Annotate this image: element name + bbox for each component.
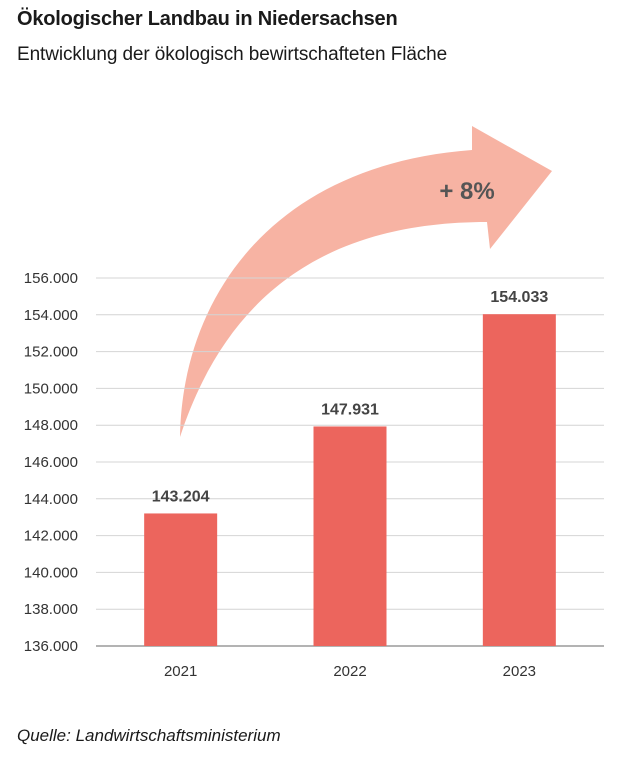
y-tick-label: 148.000 (24, 417, 78, 434)
y-tick-label: 146.000 (24, 454, 78, 471)
y-tick-label: 156.000 (24, 270, 78, 287)
y-tick-label: 150.000 (24, 380, 78, 397)
x-tick-label: 2022 (333, 663, 366, 680)
data-label-2023: 154.033 (490, 289, 548, 306)
growth-arrow-shape (180, 126, 552, 437)
x-tick-label: 2023 (503, 663, 536, 680)
bar-2023 (482, 314, 556, 646)
y-axis-ticks: 136.000 138.000 140.000 142.000 144.000 146.0… (24, 270, 78, 655)
chart-subtitle: Entwicklung der ökologisch bewirtschafte… (17, 44, 448, 65)
data-label-2022: 147.931 (321, 401, 379, 418)
source-note: Quelle: Landwirtschaftsministerium (17, 726, 281, 745)
x-tick-label: 2021 (164, 663, 197, 680)
y-tick-label: 144.000 (24, 491, 78, 508)
y-tick-label: 152.000 (24, 344, 78, 361)
bars (144, 314, 556, 646)
y-tick-label: 140.000 (24, 564, 78, 581)
x-axis-ticks: 2021 2022 2023 (164, 663, 536, 680)
y-tick-label: 154.000 (24, 307, 78, 324)
data-label-2021: 143.204 (152, 488, 210, 505)
growth-arrow: + 8% (180, 126, 552, 437)
y-tick-label: 136.000 (24, 638, 78, 655)
bar-2022 (313, 426, 387, 646)
bar-2021 (144, 513, 218, 646)
y-tick-label: 142.000 (24, 528, 78, 545)
chart-title: Ökologischer Landbau in Niedersachsen (17, 8, 398, 30)
data-labels: 143.204 147.931 154.033 (152, 289, 549, 505)
y-tick-label: 138.000 (24, 601, 78, 618)
growth-annotation: + 8% (439, 178, 494, 205)
